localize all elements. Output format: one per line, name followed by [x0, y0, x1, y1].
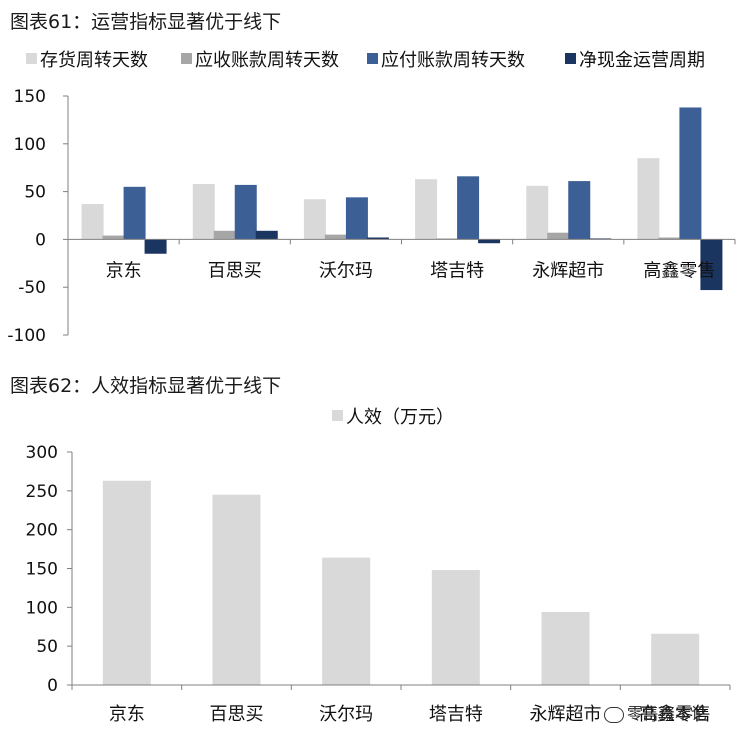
x-category-label-5: 高鑫零售: [643, 260, 715, 281]
x-category-label-3: 塔吉特: [429, 704, 483, 725]
bar-0-3: [431, 570, 480, 685]
x-category-label-1: 百思买: [210, 704, 264, 725]
bar-0-1: [212, 494, 261, 685]
bar-0-2: [303, 199, 326, 240]
y-tick-label-1: -50: [18, 278, 46, 298]
legend-label-3: 净现金运营周期: [579, 50, 705, 71]
x-category-label-5: 高鑫零售: [639, 704, 711, 725]
x-category-label-4: 永辉超市: [530, 704, 602, 725]
y-tick-label-4: 100: [14, 135, 46, 155]
y-tick-label-3: 50: [24, 183, 46, 203]
y-tick-label-2: 100: [26, 598, 58, 618]
bar-0-0: [102, 480, 151, 685]
x-category-label-2: 沃尔玛: [319, 704, 373, 725]
legend-swatch-1: [181, 53, 192, 64]
legend-label-1: 应收账款周转天数: [195, 50, 339, 71]
bar-2-5: [679, 107, 702, 240]
bar-3-0: [144, 239, 167, 254]
chart2-title: 图表62：人效指标显著优于线下: [10, 375, 282, 397]
legend-label-2: 应付账款周转天数: [381, 50, 525, 71]
bar-0-2: [322, 557, 371, 685]
bar-0-5: [651, 633, 700, 685]
y-tick-label-1: 50: [36, 637, 58, 657]
bar-3-2: [366, 237, 389, 240]
chart1-svg: 存货周转天数 应收账款周转天数 应付账款周转天数 净现金运营周期 -100 -50 0 50 1…: [7, 50, 736, 346]
bar-1-1: [213, 230, 236, 240]
bar-1-4: [547, 232, 570, 240]
legend-label-0: 存货周转天数: [40, 50, 148, 71]
y-tick-label-3: 150: [26, 560, 58, 580]
x-category-label-3: 塔吉特: [430, 260, 484, 281]
bar-3-3: [478, 239, 501, 244]
x-category-label-0: 京东: [109, 704, 145, 725]
legend-swatch-0: [332, 410, 343, 421]
bar-1-5: [658, 237, 681, 240]
bar-2-1: [234, 184, 257, 240]
y-tick-label-5: 150: [14, 87, 46, 107]
bar-0-5: [637, 158, 660, 240]
bar-3-1: [255, 230, 278, 240]
y-tick-label-0: -100: [7, 326, 46, 346]
legend-swatch-0: [26, 53, 37, 64]
x-category-label-0: 京东: [106, 260, 142, 281]
bar-0-3: [415, 179, 438, 240]
chart1-title: 图表61：运营指标显著优于线下: [10, 11, 282, 33]
y-tick-label-5: 250: [26, 482, 58, 502]
bar-2-4: [568, 181, 591, 240]
x-category-label-1: 百思买: [208, 260, 262, 281]
bar-3-5: [700, 239, 723, 291]
x-category-label-2: 沃尔玛: [319, 260, 373, 281]
bar-0-1: [192, 183, 215, 240]
bar-1-0: [102, 235, 125, 240]
x-category-label-4: 永辉超市: [532, 260, 604, 281]
y-tick-label-0: 0: [47, 676, 58, 696]
y-tick-label-2: 0: [35, 230, 46, 250]
bar-2-2: [345, 197, 368, 240]
y-tick-label-6: 300: [26, 443, 58, 463]
bar-0-0: [81, 204, 104, 240]
legend-swatch-3: [565, 53, 576, 64]
legend-swatch-2: [367, 53, 378, 64]
wechat-icon: [604, 706, 624, 723]
watermark: 零售资本论: [604, 700, 707, 724]
bar-0-4: [541, 611, 590, 685]
bar-2-0: [123, 186, 146, 240]
y-tick-label-4: 200: [26, 521, 58, 541]
bar-1-2: [324, 234, 347, 240]
legend-label-0: 人效（万元）: [346, 407, 454, 428]
bar-0-4: [526, 185, 549, 240]
bar-2-3: [457, 176, 480, 240]
watermark-text: 零售资本论: [627, 704, 708, 723]
